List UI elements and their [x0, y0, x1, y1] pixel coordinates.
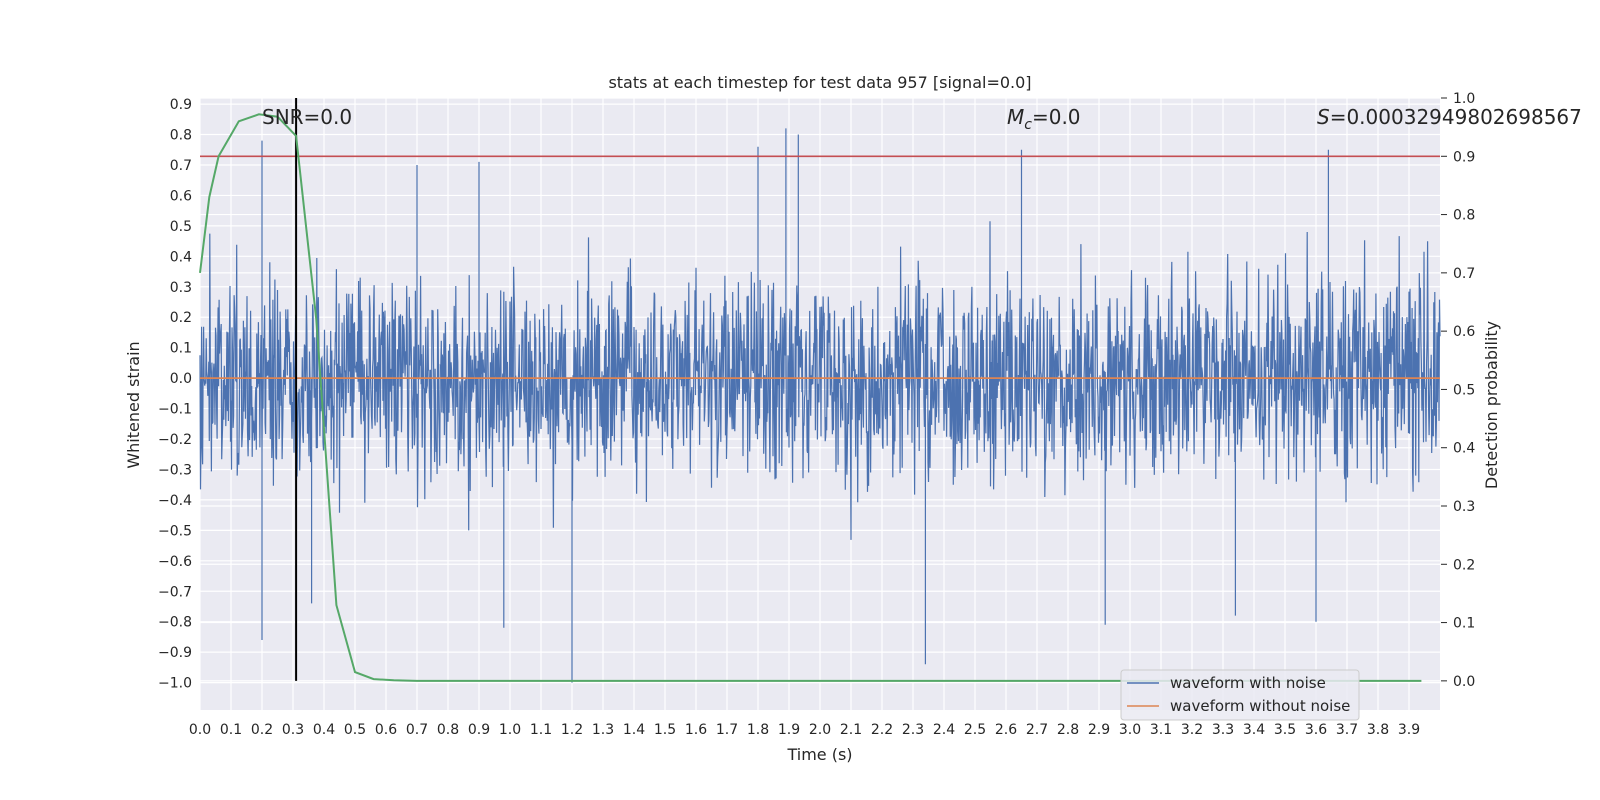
- y-tick-label: −0.1: [158, 402, 192, 418]
- legend-label-clean: waveform without noise: [1170, 697, 1350, 715]
- y2-tick-label: 0.0: [1453, 674, 1475, 690]
- x-tick-label: 0.8: [437, 722, 459, 738]
- x-tick-label: 3.8: [1367, 722, 1389, 738]
- x-tick-label: 2.7: [1026, 722, 1048, 738]
- y-tick-label: 0.1: [170, 341, 192, 357]
- y2-tick-label: 1.0: [1453, 91, 1475, 107]
- x-tick-label: 0.3: [282, 722, 304, 738]
- x-tick-label: 3.3: [1212, 722, 1234, 738]
- noise-trace: [199, 128, 1441, 683]
- x-tick-label: 3.5: [1274, 722, 1296, 738]
- x-tick-label: 0.5: [344, 722, 366, 738]
- x-tick-label: 0.4: [313, 722, 335, 738]
- x-tick-label: 3.4: [1243, 722, 1265, 738]
- x-tick-label: 2.6: [995, 722, 1017, 738]
- x-tick-label: 3.9: [1398, 722, 1420, 738]
- legend-box: [1120, 669, 1360, 721]
- annotation-s: S=0.00032949802698567: [1317, 105, 1582, 129]
- x-tick-label: 2.1: [840, 722, 862, 738]
- legend-label-noise: waveform with noise: [1170, 674, 1326, 692]
- y-tick-label: 0.0: [170, 371, 192, 387]
- y-tick-label: −0.8: [158, 615, 192, 631]
- x-tick-label: 1.5: [654, 722, 676, 738]
- x-tick-label: 1.2: [561, 722, 583, 738]
- y2-tick-label: 0.9: [1453, 149, 1475, 165]
- y-tick-label: −0.7: [158, 584, 192, 600]
- y2-tick-label: 0.7: [1453, 266, 1475, 282]
- x-tick-label: 0.1: [220, 722, 242, 738]
- x-tick-label: 3.1: [1150, 722, 1172, 738]
- y-tick-label: 0.3: [170, 280, 192, 296]
- y2-tick-label: 0.6: [1453, 324, 1475, 340]
- y-tick-label: −0.2: [158, 432, 192, 448]
- x-tick-label: 1.8: [747, 722, 769, 738]
- x-tick-label: 2.3: [902, 722, 924, 738]
- y2-tick-label: 0.8: [1453, 208, 1475, 224]
- y2-tick-labels: 1.0 0.9 0.8 0.7 0.6 0.5 0.4 0.3 0.2 0.1 0.0: [1441, 91, 1475, 690]
- x-tick-label: 1.9: [778, 722, 800, 738]
- x-tick-label: 3.0: [1119, 722, 1141, 738]
- x-axis-label: Time (s): [786, 745, 852, 764]
- y-tick-label: 0.4: [170, 249, 192, 265]
- annotation-chirp-mass: Mc=0.0: [1007, 105, 1081, 133]
- y-tick-labels: 0.9 0.8 0.7 0.6 0.5 0.4 0.3 0.2 0.1 0.0 −0.1 −0.2 −0…: [158, 97, 192, 692]
- legend: waveform with noise waveform without noi…: [1120, 669, 1360, 721]
- x-tick-label: 2.9: [1088, 722, 1110, 738]
- y2-tick-label: 0.4: [1453, 441, 1475, 457]
- annotation-chirp-mass-value: =0.0: [1032, 105, 1081, 129]
- y-tick-label: 0.7: [170, 158, 192, 174]
- x-tick-label: 2.2: [871, 722, 893, 738]
- chart-title: stats at each timestep for test data 957…: [608, 73, 1031, 92]
- y-tick-label: 0.8: [170, 128, 192, 144]
- x-tick-label: 0.0: [189, 722, 211, 738]
- y2-tick-label: 0.5: [1453, 382, 1475, 398]
- y-tick-label: −0.4: [158, 493, 192, 509]
- annotation-chirp-mass-subscript: c: [1024, 117, 1032, 133]
- y-tick-label: 0.6: [170, 188, 192, 204]
- annotation-s-symbol: S: [1317, 105, 1330, 129]
- y-tick-label: 0.2: [170, 310, 192, 326]
- y-tick-label: −0.5: [158, 523, 192, 539]
- y-tick-label: −1.0: [158, 676, 192, 692]
- x-tick-label: 1.6: [685, 722, 707, 738]
- x-tick-label: 3.6: [1305, 722, 1327, 738]
- series-waveform-with-noise: [199, 128, 1441, 683]
- y2-tick-label: 0.1: [1453, 616, 1475, 632]
- x-tick-label: 3.7: [1336, 722, 1358, 738]
- x-tick-label: 1.0: [499, 722, 521, 738]
- x-tick-label: 0.6: [375, 722, 397, 738]
- annotation-chirp-mass-symbol: M: [1007, 105, 1024, 129]
- x-tick-label: 1.1: [530, 722, 552, 738]
- series-detection-probability: [199, 113, 1422, 682]
- x-tick-label: 0.7: [406, 722, 428, 738]
- x-tick-labels: 0.0 0.1 0.2 0.3 0.4 0.5 0.6 0.7 0.8 0.9 1.0 1.1 1.2 1…: [189, 722, 1420, 738]
- x-tick-label: 2.0: [809, 722, 831, 738]
- x-tick-label: 0.9: [468, 722, 490, 738]
- y-tick-label: −0.9: [158, 645, 192, 661]
- x-tick-label: 1.3: [592, 722, 614, 738]
- x-tick-label: 2.5: [964, 722, 986, 738]
- y-tick-label: 0.5: [170, 219, 192, 235]
- y2-axis-label: Detection probability: [1482, 321, 1501, 489]
- x-tick-label: 0.2: [251, 722, 273, 738]
- x-tick-label: 3.2: [1181, 722, 1203, 738]
- y-axis-label: Whitened strain: [124, 341, 143, 468]
- annotation-s-value: =0.00032949802698567: [1330, 105, 1582, 129]
- annotation-snr: SNR=0.0: [262, 105, 352, 129]
- y-tick-label: −0.6: [158, 554, 192, 570]
- x-tick-label: 1.4: [623, 722, 645, 738]
- x-tick-label: 2.4: [933, 722, 955, 738]
- y-tick-label: −0.3: [158, 462, 192, 478]
- y-tick-label: 0.9: [170, 97, 192, 113]
- x-tick-label: 2.8: [1057, 722, 1079, 738]
- y2-tick-label: 0.2: [1453, 557, 1475, 573]
- y2-tick-label: 0.3: [1453, 499, 1475, 515]
- x-tick-label: 1.7: [716, 722, 738, 738]
